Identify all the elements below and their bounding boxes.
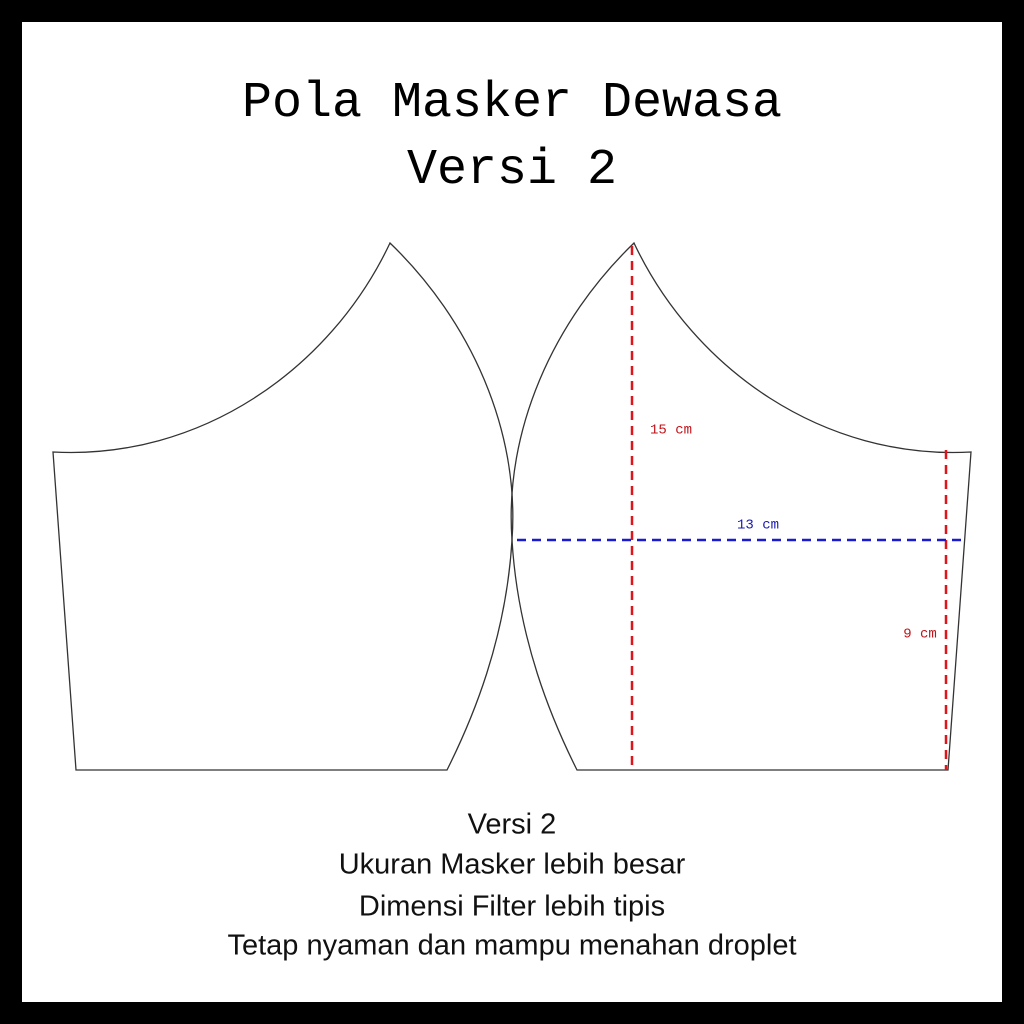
- width-label: 13 cm: [737, 518, 779, 534]
- height-label: 15 cm: [650, 423, 692, 439]
- title-line: Pola Masker Dewasa: [242, 75, 782, 132]
- pattern-left: [52, 241, 514, 771]
- canvas: [22, 22, 1002, 1002]
- description-line: Versi 2: [468, 809, 557, 841]
- pattern-right: [510, 241, 972, 771]
- side-label: 9 cm: [903, 627, 937, 643]
- description-line: Ukuran Masker lebih besar: [339, 849, 686, 881]
- description-line: Tetap nyaman dan mampu menahan droplet: [227, 930, 796, 962]
- description-line: Dimensi Filter lebih tipis: [359, 891, 665, 923]
- title-line: Versi 2: [407, 142, 617, 199]
